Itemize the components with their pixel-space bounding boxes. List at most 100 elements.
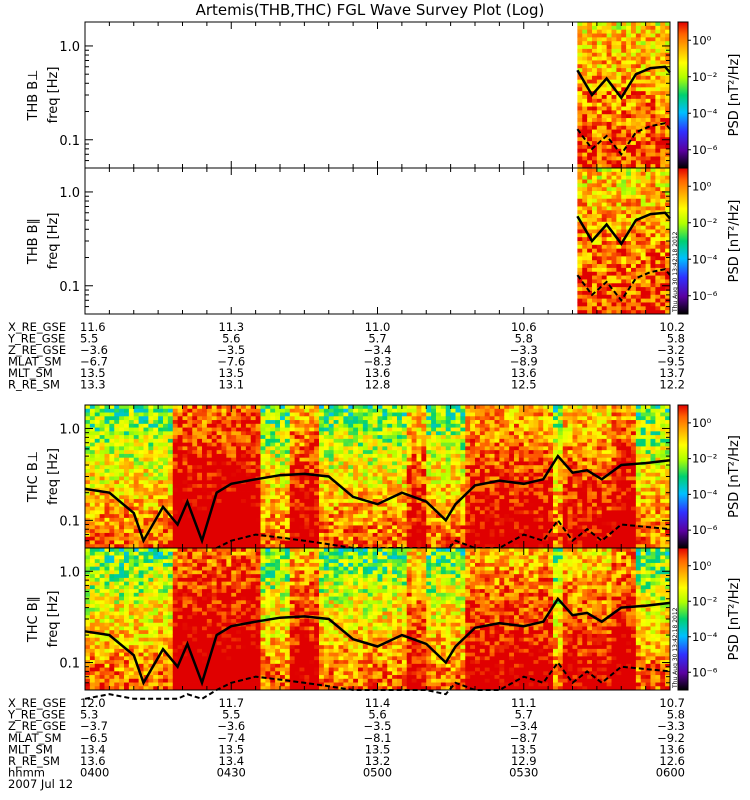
spectrogram-cell [621, 160, 627, 165]
spectrogram-cell [114, 544, 120, 549]
spectrogram-cell [128, 427, 135, 432]
spectrogram-cell [250, 450, 257, 455]
spectrogram-cell [348, 408, 354, 413]
spectrogram-cell [587, 302, 593, 307]
spectrogram-cell [241, 495, 247, 500]
spectrogram-cell [275, 544, 281, 549]
spectrogram-cell [475, 536, 481, 541]
spectrogram-cell [309, 544, 315, 549]
spectrogram-cell [577, 133, 583, 138]
spectrogram-cell [182, 544, 188, 549]
spectrogram-cell [85, 457, 91, 462]
spectrogram-cell [489, 472, 495, 477]
spectrogram-cell [333, 487, 339, 492]
spectrogram-cell [289, 408, 296, 413]
spectrogram-cell [221, 438, 227, 444]
spectrogram-cell [421, 521, 427, 526]
spectrogram-cell [484, 420, 491, 425]
spectrogram-cell [582, 302, 588, 307]
spectrogram-cell [499, 502, 505, 507]
spectrogram-cell [640, 267, 647, 273]
spectrogram-cell [509, 450, 515, 455]
spectrogram-cell [104, 521, 110, 526]
spectrogram-cell [606, 279, 612, 284]
spectrogram-cell [494, 457, 500, 462]
spectrogram-cell [221, 517, 227, 523]
spectrogram-cell [665, 79, 671, 84]
spectrogram-cell [236, 468, 242, 474]
spectrogram-cell [231, 510, 237, 515]
spectrogram-cell [114, 499, 120, 504]
spectrogram-cell [392, 405, 398, 410]
spectrogram-cell [99, 446, 105, 451]
spectrogram-cell [85, 468, 91, 474]
spectrogram-cell [660, 48, 666, 54]
spectrogram-cell [445, 484, 452, 489]
spectrogram-cell [616, 187, 622, 192]
spectrogram-cell [645, 48, 651, 54]
spectrogram-cell [99, 502, 105, 507]
spectrogram-cell [182, 495, 188, 500]
spectrogram-cell [167, 405, 174, 410]
spectrogram-cell [158, 514, 164, 519]
spectrogram-cell [362, 529, 369, 534]
spectrogram-cell [635, 279, 642, 284]
spectrogram-cell [436, 525, 442, 530]
spectrogram-cell [153, 487, 159, 492]
spectrogram-cell [99, 416, 105, 421]
spectrogram-cell [631, 194, 637, 200]
spectrogram-cell [411, 536, 417, 541]
spectrogram-cell [124, 510, 130, 515]
spectrogram-cell [377, 416, 383, 421]
spectrogram-cell [119, 514, 125, 519]
spectrogram-cell [665, 202, 671, 207]
spectrogram-cell [587, 45, 593, 50]
spectrogram-cell [587, 148, 593, 154]
spectrogram-cell [299, 495, 305, 500]
spectrogram-cell [362, 408, 369, 413]
spectrogram-cell [119, 431, 125, 436]
spectrogram-cell [216, 420, 222, 425]
spectrogram-cell [348, 442, 354, 447]
spectrogram-cell [616, 95, 622, 100]
spectrogram-cell [314, 468, 320, 474]
spectrogram-cell [582, 164, 588, 169]
spectrogram-cell [650, 198, 656, 203]
spectrogram-cell [260, 487, 266, 492]
spectrogram-cell [99, 514, 105, 519]
spectrogram-cell [592, 225, 598, 230]
spectrogram-cell [592, 33, 598, 38]
spectrogram-cell [124, 544, 130, 549]
spectrogram-cell [401, 499, 408, 504]
spectrogram-cell [172, 514, 179, 519]
spectrogram-cell [299, 416, 305, 421]
spectrogram-cell [255, 514, 261, 519]
spectrogram-cell [143, 416, 149, 421]
spectrogram-cell [133, 435, 140, 440]
spectrogram-cell [465, 540, 471, 545]
spectrogram-cell [104, 412, 110, 417]
spectrogram-cell [85, 502, 91, 507]
spectrogram-cell [455, 438, 461, 444]
spectrogram-cell [606, 233, 612, 238]
spectrogram-cell [635, 283, 642, 288]
spectrogram-cell [455, 472, 461, 477]
spectrogram-cell [504, 472, 510, 477]
spectrogram-cell [89, 408, 96, 413]
spectrogram-cell [353, 540, 359, 545]
spectrogram-cell [621, 41, 627, 46]
spectrogram-cell [294, 532, 300, 538]
spectrogram-cell [197, 431, 203, 436]
spectrogram-cell [319, 442, 325, 447]
spectrogram-cell [343, 465, 349, 470]
spectrogram-cell [489, 491, 495, 496]
spectrogram-cell [650, 22, 656, 27]
spectrogram-cell [655, 171, 661, 177]
spectrogram-cell [187, 442, 193, 447]
spectrogram-cell [401, 438, 408, 444]
spectrogram-cell [143, 427, 149, 432]
spectrogram-cell [192, 453, 198, 459]
spectrogram-cell [119, 499, 125, 504]
spectrogram-cell [650, 306, 656, 311]
spectrogram-cell [236, 521, 242, 526]
